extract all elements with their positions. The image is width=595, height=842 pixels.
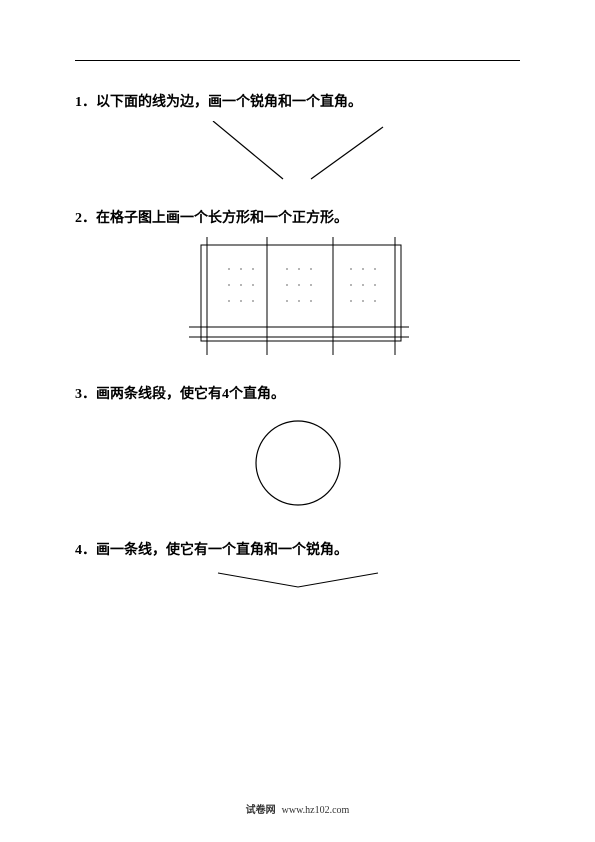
question-2-number: 2． <box>75 211 96 226</box>
top-rule <box>75 60 520 61</box>
question-1-body: 以下面的线为边，画一个锐角和一个直角。 <box>96 95 362 110</box>
question-3-body: 画两条线段，使它有4个直角。 <box>96 387 285 402</box>
v-lines-figure <box>203 121 393 181</box>
question-3-number: 3． <box>75 387 96 402</box>
question-3-figure <box>75 413 520 513</box>
question-1-figure <box>75 121 520 181</box>
question-3-text: 3．画两条线段，使它有4个直角。 <box>75 383 520 403</box>
question-4-number: 4． <box>75 543 96 558</box>
question-2: 2．在格子图上画一个长方形和一个正方形。 <box>75 207 520 357</box>
question-1-number: 1． <box>75 95 96 110</box>
question-2-figure <box>75 237 520 357</box>
question-4-text: 4．画一条线，使它有一个直角和一个锐角。 <box>75 539 520 559</box>
question-3: 3．画两条线段，使它有4个直角。 <box>75 383 520 513</box>
question-2-body: 在格子图上画一个长方形和一个正方形。 <box>96 211 348 226</box>
question-4-figure <box>75 569 520 593</box>
question-4-body: 画一条线，使它有一个直角和一个锐角。 <box>96 543 348 558</box>
footer: 试卷网 www.hz102.com <box>0 801 595 816</box>
question-4: 4．画一条线，使它有一个直角和一个锐角。 <box>75 539 520 593</box>
question-1: 1．以下面的线为边，画一个锐角和一个直角。 <box>75 91 520 181</box>
circle-figure <box>238 413 358 513</box>
footer-url: www.hz102.com <box>282 805 350 816</box>
chevron-figure <box>208 569 388 593</box>
question-1-text: 1．以下面的线为边，画一个锐角和一个直角。 <box>75 91 520 111</box>
page: 1．以下面的线为边，画一个锐角和一个直角。 2．在格子图上画一个长方形和一个正方… <box>0 0 595 842</box>
footer-label: 试卷网 <box>246 805 276 816</box>
question-2-text: 2．在格子图上画一个长方形和一个正方形。 <box>75 207 520 227</box>
grid-figure <box>183 237 413 357</box>
